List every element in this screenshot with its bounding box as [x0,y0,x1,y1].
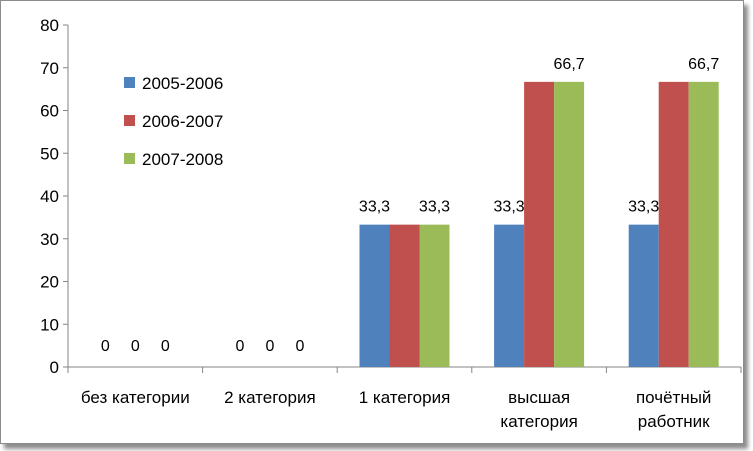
bar [494,224,525,367]
bar [554,81,585,368]
legend: 2005-2006 2006-2007 2007-2008 [124,74,223,169]
legend-label: 2006-2007 [142,112,223,131]
y-tick-label: 80 [40,16,59,35]
x-category-label: 1 категория [359,388,451,407]
x-category-label: почётный [636,388,712,407]
data-label: 0 [295,338,304,355]
x-category-label: категория [500,412,577,431]
data-labels: 0 0 0 0 0 0 33,3 33,3 33,3 66,7 33,3 66,7 [101,56,720,355]
data-label: 0 [101,338,110,355]
data-label: 0 [235,338,244,355]
x-category-label: работник [638,412,710,431]
bar [419,224,450,367]
data-label: 0 [265,338,274,355]
bar [389,224,420,367]
x-category-label: без категории [81,388,190,407]
y-tick-label: 60 [40,102,59,121]
bar-chart: 0 10 20 30 40 50 60 70 80 без категории 2 категори… [40,16,742,431]
bar [658,81,689,368]
x-category-label: 2 категория [224,388,316,407]
data-label: 0 [161,338,170,355]
data-label: 66,7 [554,56,585,73]
data-label: 0 [131,338,140,355]
y-tick-label: 20 [40,273,59,292]
y-tick-label: 0 [50,358,59,377]
bar [524,81,555,368]
y-tick-label: 70 [40,59,59,78]
legend-swatch [124,77,135,88]
data-label: 33,3 [494,199,525,216]
bar [688,81,719,368]
bar [628,224,659,367]
data-label: 66,7 [688,56,719,73]
x-category-label: высшая [508,388,570,407]
y-tick-label: 30 [40,230,59,249]
y-tick-label: 10 [40,315,59,334]
bars [359,81,719,368]
bar [359,224,390,367]
legend-label: 2005-2006 [142,74,223,93]
chart-frame: 0 10 20 30 40 50 60 70 80 без категории 2 категори… [0,0,744,444]
data-label: 33,3 [359,199,390,216]
axes: 0 10 20 30 40 50 60 70 80 без категории 2 категори… [40,16,742,431]
y-tick-label: 50 [40,144,59,163]
legend-swatch [124,115,135,126]
legend-swatch [124,153,135,164]
data-label: 33,3 [419,199,450,216]
y-tick-label: 40 [40,187,59,206]
legend-label: 2007-2008 [142,150,223,169]
data-label: 33,3 [628,199,659,216]
